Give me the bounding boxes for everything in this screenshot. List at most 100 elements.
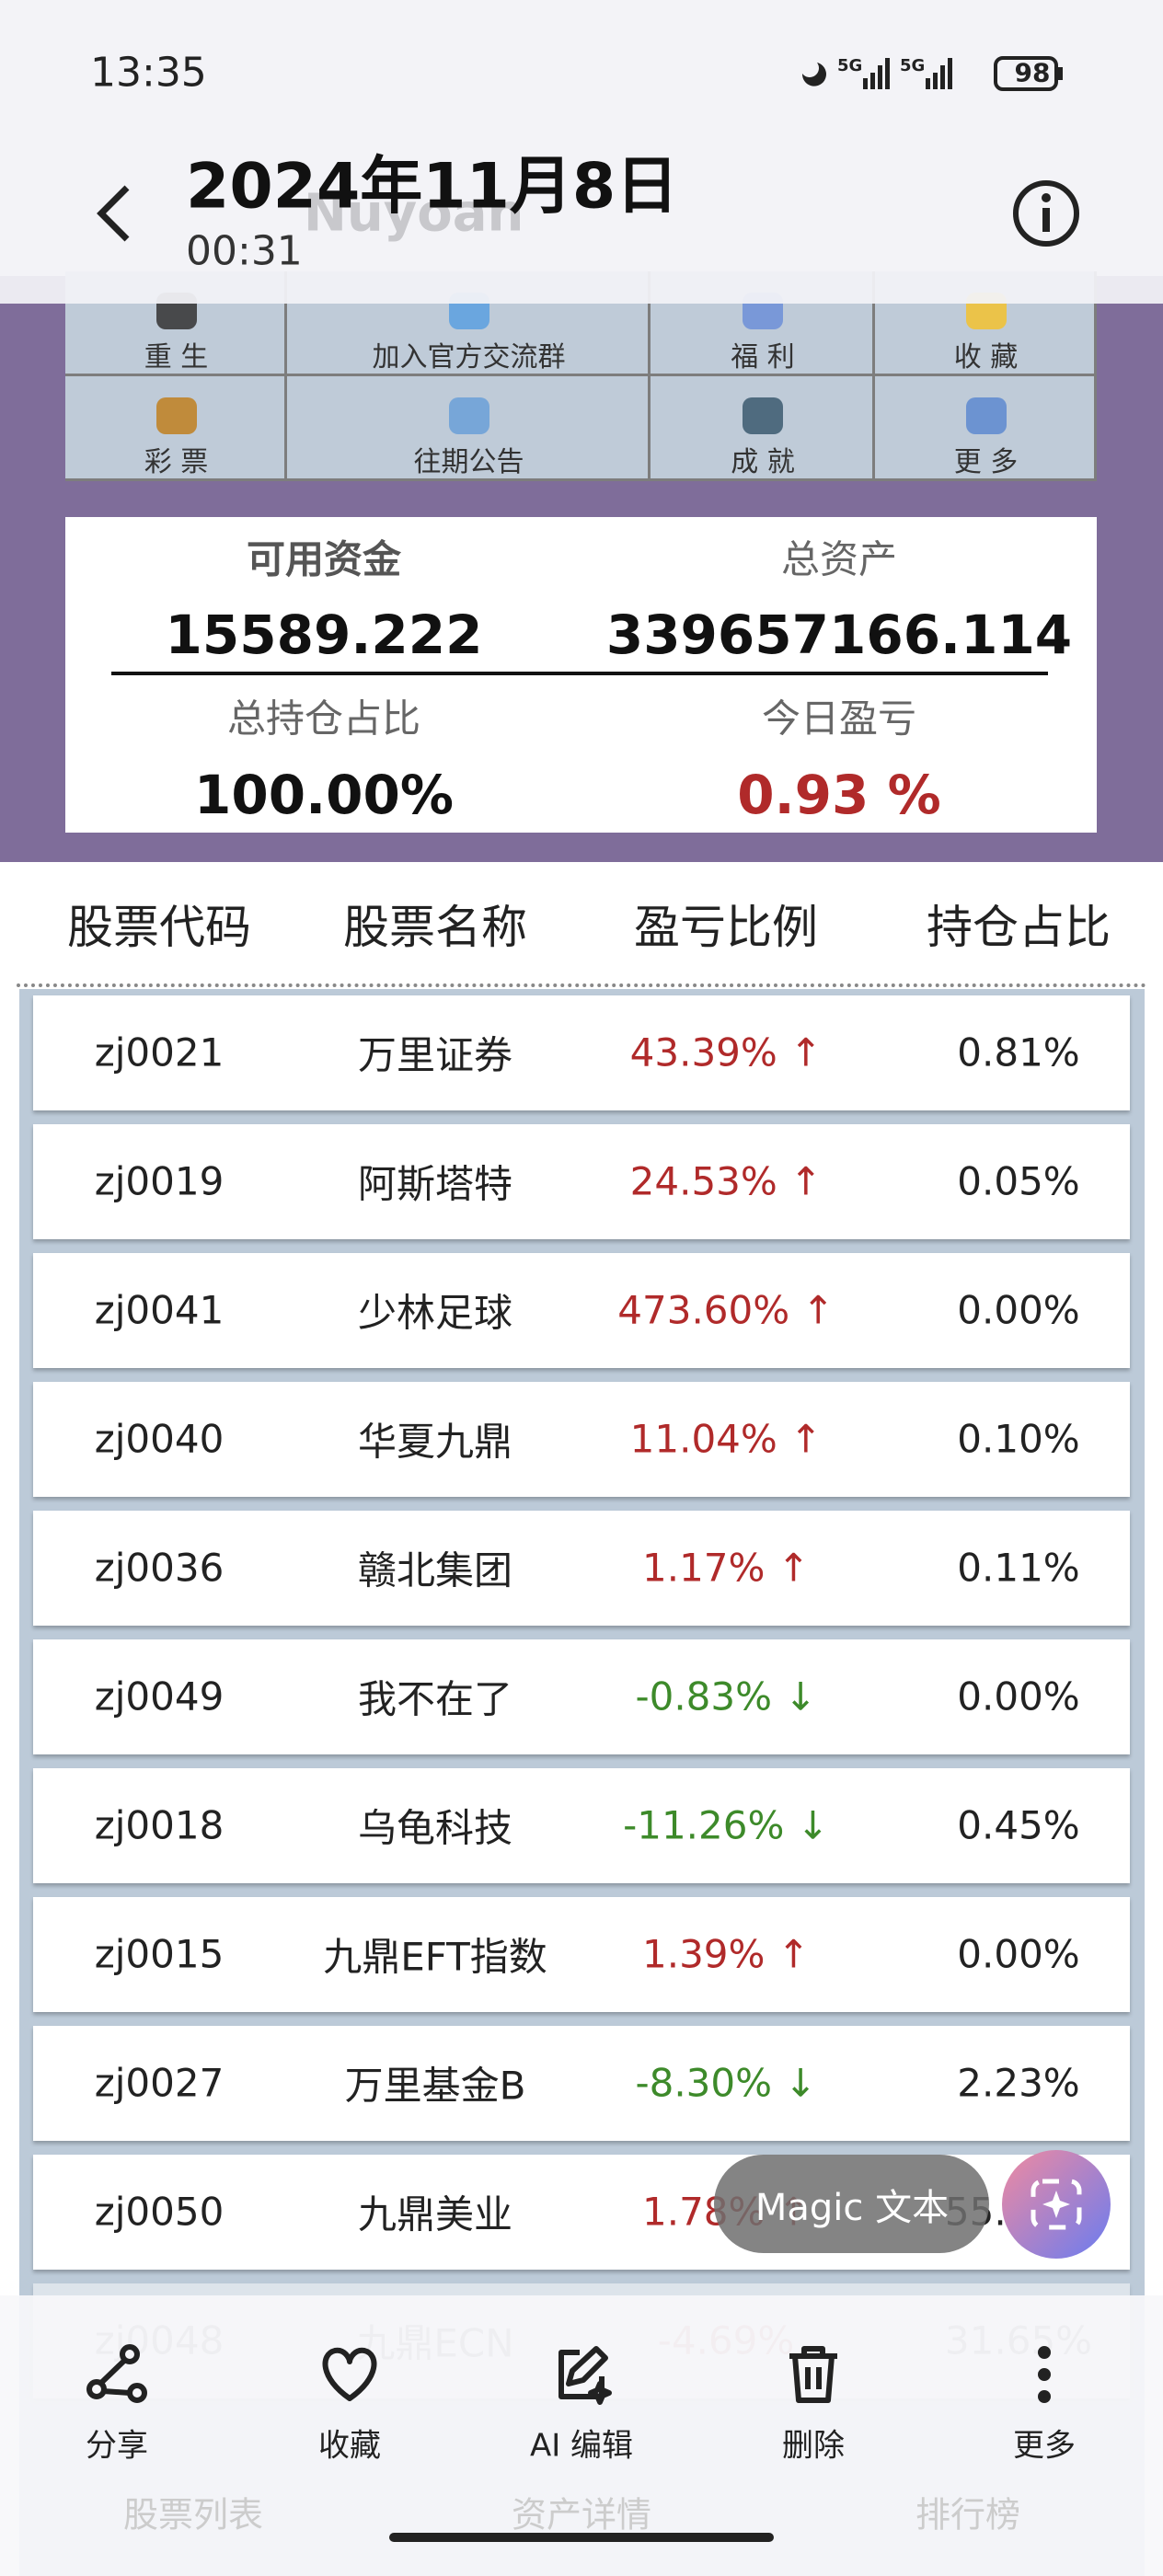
profit-ratio: 1.39% ↑ <box>642 1931 810 1977</box>
column-header: 股票代码 <box>67 901 251 954</box>
svg-text:5G: 5G <box>900 56 925 75</box>
bottom-bar: 股票列表 资产详情 排行榜 分享 收藏 AI 编辑 删除 更多 <box>0 2295 1163 2576</box>
position-share: 0.81% <box>957 1029 1080 1075</box>
stock-name: 乌龟科技 <box>357 1805 513 1851</box>
bottom-label[interactable]: 分享 <box>86 2427 148 2465</box>
profit-ratio: 24.53% ↑ <box>629 1158 823 1204</box>
position-share: 2.23% <box>957 2060 1080 2106</box>
bottom-label[interactable]: 更多 <box>1013 2427 1076 2465</box>
bottom-icon[interactable] <box>84 2341 150 2408</box>
position-share: 0.11% <box>957 1545 1080 1591</box>
stock-code: zj0027 <box>94 2060 225 2106</box>
position-share: 0.00% <box>957 1287 1080 1333</box>
menu-icon <box>448 397 489 435</box>
home-indicator <box>389 2533 774 2542</box>
column-header: 持仓占比 <box>927 901 1111 954</box>
cash-label: 可用资金 <box>246 536 402 582</box>
magic-label: Magic 文本 <box>754 2187 950 2229</box>
table-row[interactable]: zj0049 我不在了 -0.83% ↓ 0.00% <box>33 1639 1130 1754</box>
stock-code: zj0021 <box>94 1029 225 1075</box>
table-row[interactable]: zj0021 万里证券 43.39% ↑ 0.81% <box>33 995 1130 1110</box>
bottom-label[interactable]: AI 编辑 <box>529 2427 634 2465</box>
menu-label: 收 藏 <box>953 341 1019 374</box>
stock-name: 少林足球 <box>357 1290 513 1336</box>
menu-grid: 重 生 加入官方交流群 福 利 收 藏彩 票 往期公告 成 就 更 多 <box>65 271 1097 481</box>
position-share: 0.05% <box>957 1158 1080 1204</box>
bottom-icon[interactable] <box>548 2341 615 2408</box>
stock-name: 万里证券 <box>357 1032 513 1078</box>
stock-code: zj0036 <box>94 1545 225 1591</box>
stock-code: zj0041 <box>94 1287 225 1333</box>
status-icons: 5G 5G <box>801 56 1063 91</box>
position-label: 总持仓占比 <box>226 696 421 742</box>
magic-pill[interactable]: Magic 文本 <box>714 2155 989 2253</box>
header-subtitle: 00:31 <box>186 227 303 275</box>
svg-text:5G: 5G <box>837 56 862 75</box>
stock-name: 九鼎美业 <box>357 2191 513 2237</box>
back-button[interactable] <box>92 184 138 243</box>
menu-icon <box>155 397 197 435</box>
info-button[interactable] <box>1009 177 1083 250</box>
position-share: 0.10% <box>957 1416 1080 1462</box>
stock-code: zj0049 <box>94 1673 225 1719</box>
cash-value: 15589.222 <box>165 604 483 666</box>
summary-card: 可用资金 总资产 15589.222 339657166.114 总持仓占比 今… <box>65 517 1097 833</box>
menu-item[interactable]: 往期公告 <box>287 376 651 481</box>
divider <box>111 672 1048 675</box>
table-header: 股票代码 股票名称 盈亏比例 持仓占比 <box>0 862 1163 985</box>
profit-ratio: -0.83% ↓ <box>635 1673 817 1719</box>
menu-item[interactable]: 彩 票 <box>65 376 287 481</box>
menu-label: 更 多 <box>953 446 1019 478</box>
profit-ratio: 1.17% ↑ <box>642 1545 810 1591</box>
bottom-label[interactable]: 收藏 <box>318 2427 381 2465</box>
profit-ratio: 473.60% ↑ <box>617 1287 835 1333</box>
stock-name: 九鼎EFT指数 <box>323 1934 547 1980</box>
assets-value: 339657166.114 <box>605 604 1073 666</box>
position-share: 0.00% <box>957 1931 1080 1977</box>
column-header: 盈亏比例 <box>634 901 818 954</box>
table-row[interactable]: zj0027 万里基金B -8.30% ↓ 2.23% <box>33 2026 1130 2141</box>
faded-tab: 排行榜 <box>915 2494 1021 2536</box>
stock-name: 阿斯塔特 <box>357 1161 513 1207</box>
menu-label: 加入官方交流群 <box>372 341 566 374</box>
table-row[interactable]: zj0040 华夏九鼎 11.04% ↑ 0.10% <box>33 1382 1130 1497</box>
menu-label: 彩 票 <box>144 446 209 478</box>
status-time: 13:35 <box>90 49 207 97</box>
dotted-line <box>17 983 1146 987</box>
battery-level: 98 <box>1014 57 1051 88</box>
menu-item[interactable]: 成 就 <box>651 376 875 481</box>
stock-code: zj0050 <box>94 2189 225 2235</box>
faded-tab: 股票列表 <box>122 2494 264 2536</box>
menu-icon <box>743 397 783 435</box>
stock-name: 华夏九鼎 <box>357 1419 513 1465</box>
menu-label: 成 就 <box>731 446 795 478</box>
header-bar: 13:35 5G 5G 98 Nuyoan 2024年11月8日 00:31 <box>0 0 1163 304</box>
magic-button[interactable] <box>1002 2150 1111 2259</box>
column-header: 股票名称 <box>343 901 527 954</box>
table-row[interactable]: zj0018 乌龟科技 -11.26% ↓ 0.45% <box>33 1768 1130 1883</box>
table-row[interactable]: zj0036 赣北集团 1.17% ↑ 0.11% <box>33 1511 1130 1626</box>
position-value: 100.00% <box>194 764 454 826</box>
table-row[interactable]: zj0041 少林足球 473.60% ↑ 0.00% <box>33 1253 1130 1368</box>
today-value: 0.93 % <box>737 764 941 826</box>
table-row[interactable]: zj0015 九鼎EFT指数 1.39% ↑ 0.00% <box>33 1897 1130 2012</box>
menu-label: 往期公告 <box>413 446 524 478</box>
menu-icon <box>965 397 1007 435</box>
table-row[interactable]: zj0019 阿斯塔特 24.53% ↑ 0.05% <box>33 1124 1130 1239</box>
profit-ratio: 43.39% ↑ <box>629 1029 823 1075</box>
bottom-icon[interactable] <box>1011 2341 1077 2408</box>
profit-ratio: 11.04% ↑ <box>629 1416 823 1462</box>
menu-item[interactable]: 更 多 <box>875 376 1097 481</box>
bottom-label[interactable]: 删除 <box>782 2427 845 2465</box>
profit-ratio: -8.30% ↓ <box>635 2060 817 2106</box>
header-title: 2024年11月8日 <box>186 150 679 224</box>
today-label: 今日盈亏 <box>761 696 917 742</box>
stock-name: 万里基金B <box>344 2063 526 2109</box>
menu-label: 重 生 <box>144 341 209 374</box>
bottom-icon[interactable] <box>317 2341 383 2408</box>
stock-code: zj0018 <box>94 1802 225 1848</box>
menu-label: 福 利 <box>731 341 795 374</box>
position-share: 0.00% <box>957 1673 1080 1719</box>
bottom-icon[interactable] <box>780 2341 846 2408</box>
faded-tab: 资产详情 <box>511 2494 652 2536</box>
